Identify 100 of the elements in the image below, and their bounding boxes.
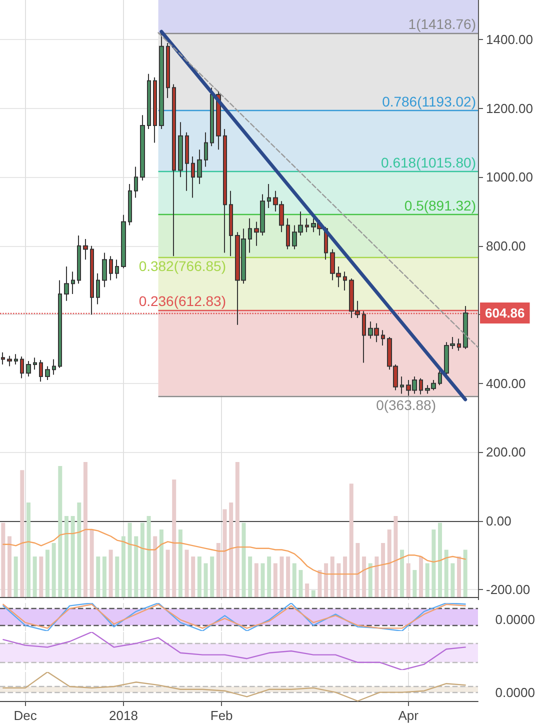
bar xyxy=(90,530,94,597)
bar xyxy=(1,522,6,597)
candlestick xyxy=(121,214,126,269)
candlestick xyxy=(185,132,189,192)
bar xyxy=(7,536,12,597)
candlestick xyxy=(267,183,271,209)
candlestick xyxy=(102,252,107,288)
candlestick xyxy=(178,122,183,178)
candlestick xyxy=(438,369,442,386)
bar xyxy=(159,530,164,597)
bar xyxy=(286,556,290,597)
bar xyxy=(356,543,360,597)
bar xyxy=(248,556,252,597)
candlestick xyxy=(463,306,468,350)
bar xyxy=(267,556,272,597)
bar xyxy=(70,516,75,597)
ref-line-label: 0.382(766.85) xyxy=(138,258,226,274)
bar xyxy=(381,543,386,597)
bar xyxy=(128,522,132,597)
bar xyxy=(273,563,278,597)
bar xyxy=(197,556,202,597)
candlestick xyxy=(229,190,233,257)
bar xyxy=(83,462,88,597)
bar xyxy=(374,556,379,597)
candlestick xyxy=(248,218,252,254)
bar xyxy=(368,563,372,597)
candlestick xyxy=(1,352,5,365)
bar xyxy=(229,502,234,597)
bar xyxy=(64,516,68,597)
bar xyxy=(362,556,366,597)
bar xyxy=(178,530,182,597)
y-tick-label: -200.00 xyxy=(486,582,530,598)
bar xyxy=(419,556,424,597)
ref-line-label: 0.618(1015.80) xyxy=(381,154,476,171)
bar xyxy=(77,502,82,597)
candlestick xyxy=(33,357,37,370)
candlestick xyxy=(7,355,12,367)
candlestick xyxy=(14,354,18,365)
bar xyxy=(394,516,398,597)
bar xyxy=(400,550,404,597)
candlestick xyxy=(166,42,170,98)
bar xyxy=(305,584,310,597)
candlestick xyxy=(147,73,151,130)
ref-line-label: 0(363.88) xyxy=(376,396,436,413)
y-tick-label: 0.00 xyxy=(486,513,512,528)
ref-line-label: 0.786(1193.02) xyxy=(382,94,476,110)
candlestick xyxy=(159,32,164,130)
bar xyxy=(349,484,354,597)
bar xyxy=(222,509,227,597)
bar xyxy=(450,563,455,597)
bar xyxy=(96,556,100,597)
candlestick xyxy=(305,218,309,233)
bar xyxy=(260,563,265,597)
y-tick-label: 1200.00 xyxy=(486,100,533,116)
candlestick xyxy=(20,356,24,379)
bar xyxy=(457,556,462,597)
bar xyxy=(20,470,24,597)
bar xyxy=(235,462,240,597)
bar xyxy=(343,556,348,597)
candlestick xyxy=(134,166,138,198)
candlestick xyxy=(210,87,214,147)
candlestick xyxy=(400,376,404,394)
x-tick-label: Dec xyxy=(14,708,38,723)
bar xyxy=(153,536,158,597)
y-tick-label: 1400.00 xyxy=(486,32,533,48)
candlestick xyxy=(58,280,62,368)
bar xyxy=(216,543,220,597)
bar xyxy=(210,556,214,597)
bar xyxy=(425,563,430,597)
y-tick-label: 200.00 xyxy=(486,444,526,460)
candlestick xyxy=(457,338,461,352)
candlestick xyxy=(286,218,290,250)
bar xyxy=(406,563,410,597)
candlestick xyxy=(128,183,132,226)
bar xyxy=(52,543,56,597)
bar xyxy=(242,522,246,597)
candlestick xyxy=(204,132,208,168)
candlestick xyxy=(419,378,423,395)
ref-line-label: 1(1418.76) xyxy=(408,16,476,32)
bar xyxy=(324,563,328,597)
candlestick xyxy=(197,149,202,184)
bar xyxy=(140,522,144,597)
candlestick xyxy=(26,360,31,378)
bar xyxy=(58,466,62,597)
bar xyxy=(172,480,176,597)
bar xyxy=(121,536,126,597)
bar xyxy=(330,556,334,597)
bar xyxy=(280,556,284,597)
bar xyxy=(45,550,50,597)
bar xyxy=(166,550,170,597)
candlestick xyxy=(172,84,176,257)
y-tick-label: 400.00 xyxy=(486,376,526,391)
bar xyxy=(438,522,442,597)
bar xyxy=(14,556,18,597)
bar xyxy=(26,502,30,597)
bar xyxy=(444,550,448,597)
ref-line-label: 604.86 xyxy=(485,305,525,320)
bar xyxy=(191,556,196,597)
bar xyxy=(204,563,208,597)
candlestick xyxy=(115,259,119,280)
